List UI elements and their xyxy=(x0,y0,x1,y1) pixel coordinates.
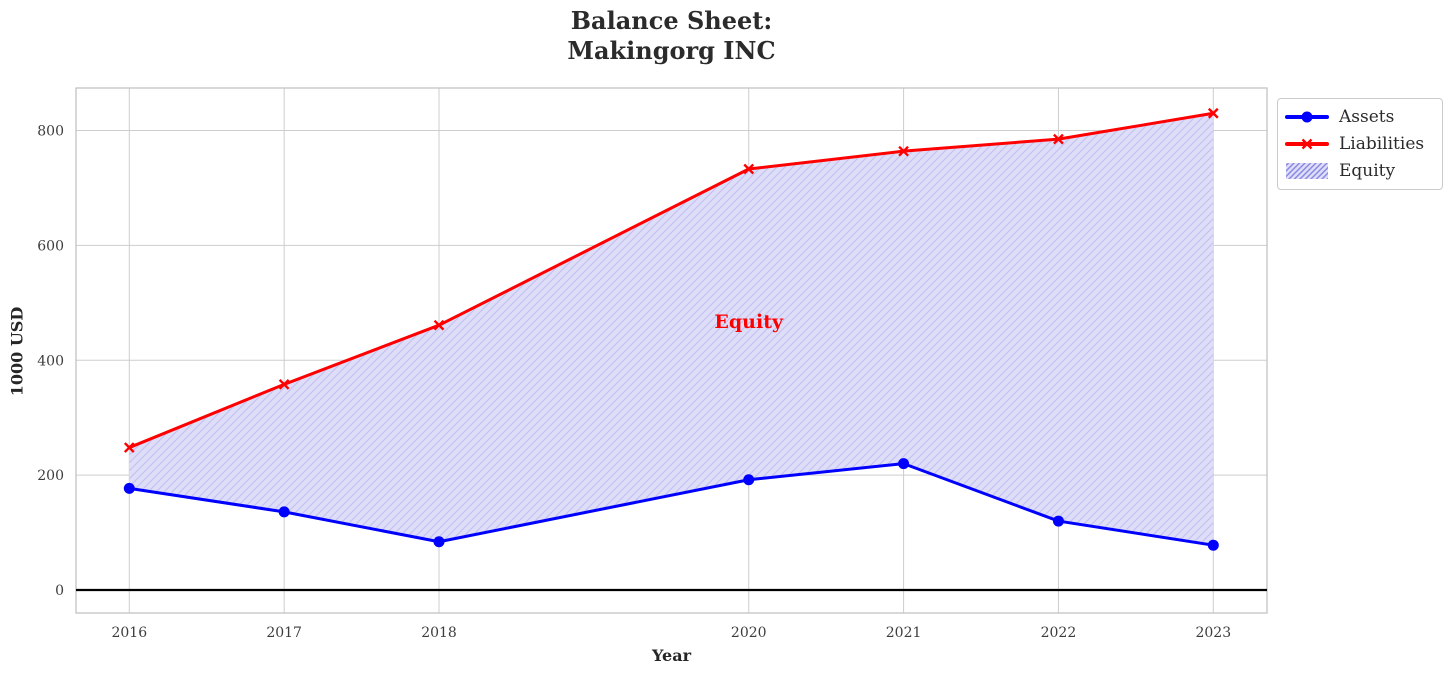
y-tick-label: 600 xyxy=(37,238,64,254)
x-marker-stroke xyxy=(278,379,290,390)
assets-marker xyxy=(433,536,445,548)
y-tick-label: 800 xyxy=(37,124,64,140)
legend-item-liabilities: Liabilities xyxy=(1285,133,1434,155)
axes-spines xyxy=(75,87,1268,614)
liabilities-marker xyxy=(1207,107,1219,119)
liabilities-marker xyxy=(898,145,909,157)
legend-item-label: Assets xyxy=(1339,107,1395,127)
liabilities-marker xyxy=(278,379,290,390)
x-marker-stroke xyxy=(1053,133,1064,145)
x-axis-label: Year xyxy=(651,646,691,665)
assets-marker xyxy=(1052,515,1064,527)
x-marker-stroke xyxy=(123,442,135,453)
x-marker-stroke xyxy=(1301,138,1313,150)
hatched-patch-icon xyxy=(1286,163,1328,179)
chart-title: Balance Sheet: Makingorg INC xyxy=(567,6,776,65)
x-tick-label: 2016 xyxy=(111,625,147,641)
y-axis-label: 1000 USD xyxy=(7,306,27,397)
x-tick-label: 2021 xyxy=(886,625,922,641)
assets-marker xyxy=(123,482,135,494)
legend-patch-hatch xyxy=(1286,163,1328,179)
equity-annotation: Equity xyxy=(714,310,784,333)
blue-line-circle-marker-icon xyxy=(1285,111,1329,123)
x-marker-stroke xyxy=(433,319,445,331)
x-tick-label: 2023 xyxy=(1195,625,1231,641)
assets-marker xyxy=(898,458,910,470)
x-marker-stroke xyxy=(898,145,909,157)
legend-item-label: Equity xyxy=(1339,161,1396,181)
assets-marker xyxy=(1207,539,1219,551)
x-tick-label: 2020 xyxy=(731,625,767,641)
liabilities-marker xyxy=(433,319,445,331)
assets-marker xyxy=(278,506,290,518)
legend-item-label: Liabilities xyxy=(1339,134,1425,154)
liabilities-marker xyxy=(123,442,135,453)
x-marker-stroke xyxy=(1207,107,1219,119)
x-tick-label: 2017 xyxy=(266,625,302,641)
legend-circle-marker xyxy=(1301,111,1313,123)
legend-x-marker xyxy=(1301,138,1313,150)
y-tick-label: 400 xyxy=(37,353,64,369)
x-tick-label: 2022 xyxy=(1041,625,1077,641)
red-line-x-marker-icon xyxy=(1285,138,1329,150)
legend: Assets Liabilities Equity xyxy=(1277,98,1443,190)
y-tick-label: 0 xyxy=(55,583,64,599)
liabilities-marker xyxy=(743,163,755,175)
equity-fill-hatch xyxy=(129,113,1214,546)
legend-item-equity: Equity xyxy=(1285,160,1434,182)
assets-marker xyxy=(743,474,755,486)
legend-item-assets: Assets xyxy=(1285,106,1434,128)
x-tick-label: 2018 xyxy=(421,625,457,641)
y-tick-label: 200 xyxy=(37,468,64,484)
x-marker-stroke xyxy=(743,163,755,175)
liabilities-marker xyxy=(1053,133,1064,145)
